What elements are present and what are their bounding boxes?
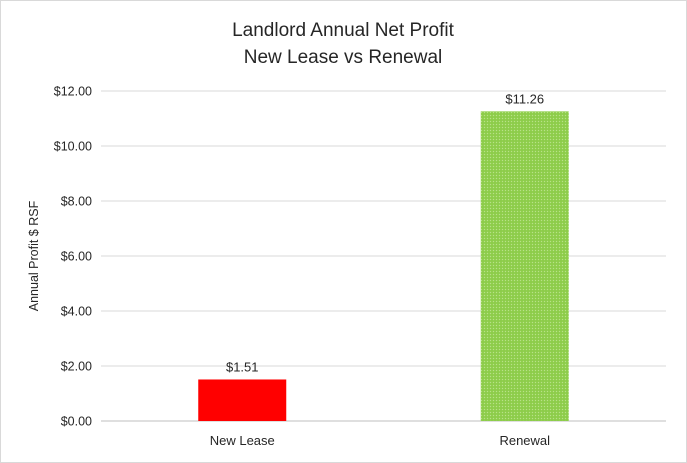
y-tick-label: $4.00 [61,305,92,319]
y-tick-label: $6.00 [61,250,92,264]
y-tick-label: $2.00 [61,360,92,374]
x-category-label: Renewal [499,433,550,448]
data-labels: $1.51 $11.26 [226,91,544,374]
y-tick-label: $8.00 [61,195,92,209]
y-tick-label: $0.00 [61,415,92,429]
chart-title-line-2: New Lease vs Renewal [244,47,443,68]
x-axis-categories: New Lease Renewal [210,433,550,448]
bar-renewal [480,111,569,421]
bars [198,111,569,421]
data-label: $11.26 [505,91,544,106]
data-label: $1.51 [226,359,259,374]
y-tick-label: $10.00 [54,140,92,154]
bar-new-lease [198,379,287,421]
chart-title-line-1: Landlord Annual Net Profit [232,20,455,41]
y-axis-ticks: $0.00 $2.00 $4.00 $6.00 $8.00 $10.00 $12.00 [54,85,92,429]
gridlines [101,90,666,422]
y-tick-label: $12.00 [54,85,92,99]
y-axis-title: Annual Profit $ RSF [27,200,41,311]
x-category-label: New Lease [210,433,275,448]
